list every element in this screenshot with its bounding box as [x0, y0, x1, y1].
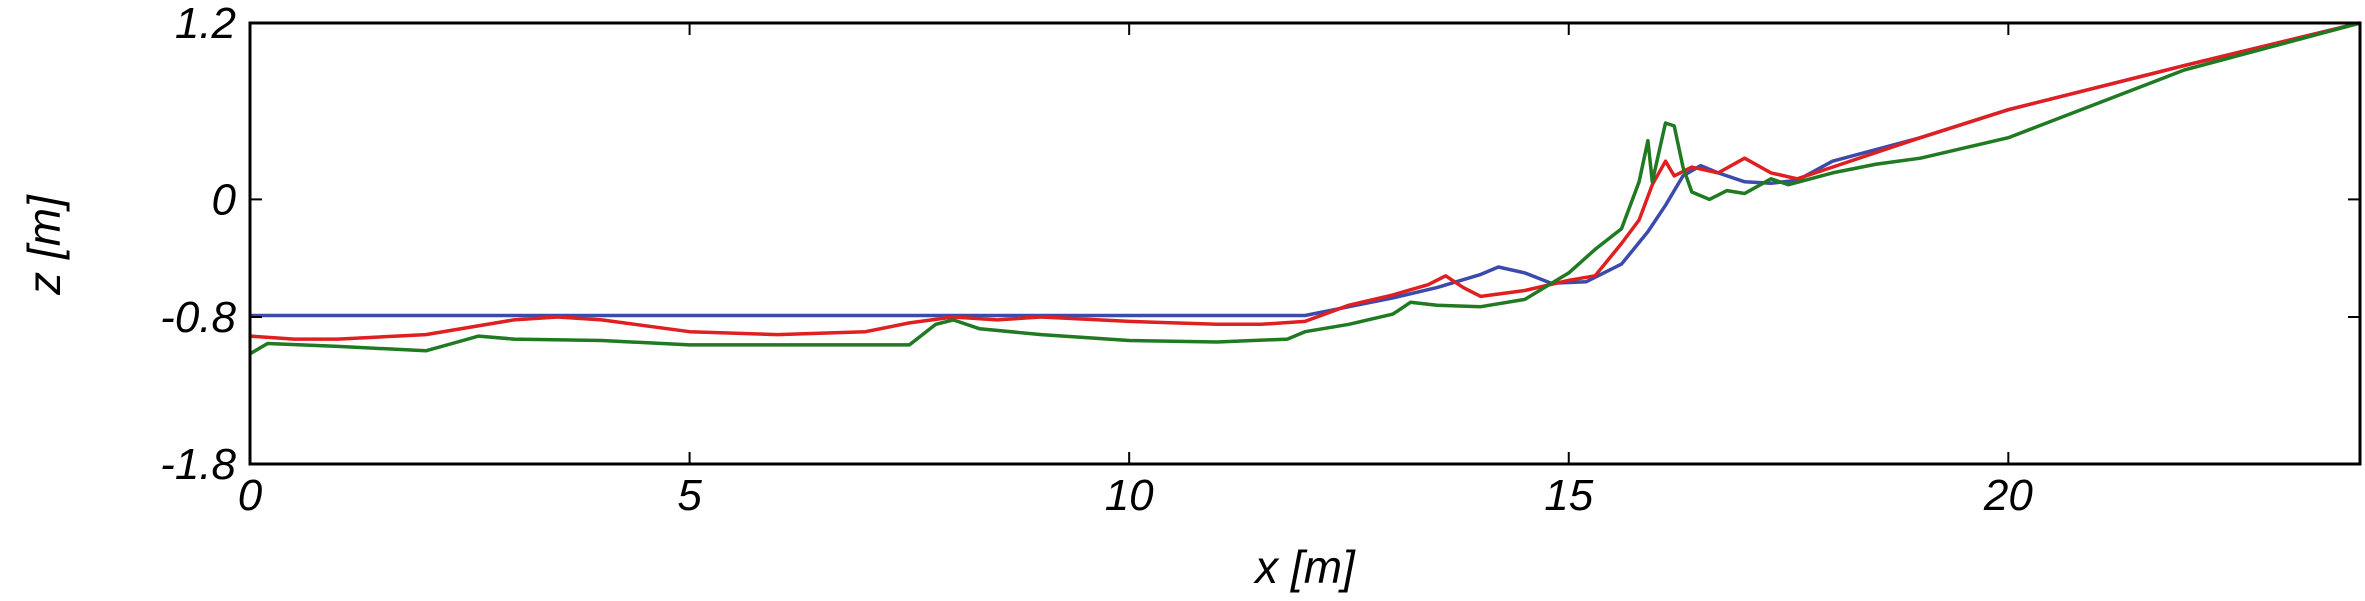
y-tick-label-0: 1.2	[175, 0, 236, 48]
y-axis-label: z [m]	[18, 194, 70, 296]
x-tick-label-4: 20	[1983, 471, 2033, 520]
x-tick-label-2: 10	[1105, 471, 1154, 520]
x-axis-label: x [m]	[1253, 541, 1356, 593]
y-tick-label-3: -1.8	[160, 440, 236, 489]
x-tick-label-3: 15	[1544, 471, 1593, 520]
series-line-3	[249, 21, 2361, 356]
series-line-2	[249, 21, 2361, 341]
ticks-layer: 0 5 10 15 20 1.2 0 -0.8 -1.8	[160, 0, 2360, 520]
y-tick-label-1: 0	[212, 175, 237, 224]
x-tick-label-0: 0	[238, 471, 263, 520]
y-tick-label-2: -0.8	[160, 293, 236, 342]
series-layer	[249, 21, 2361, 356]
plot-frame	[248, 21, 2362, 466]
series-line-1	[250, 21, 2361, 318]
x-tick-label-1: 5	[677, 471, 702, 520]
